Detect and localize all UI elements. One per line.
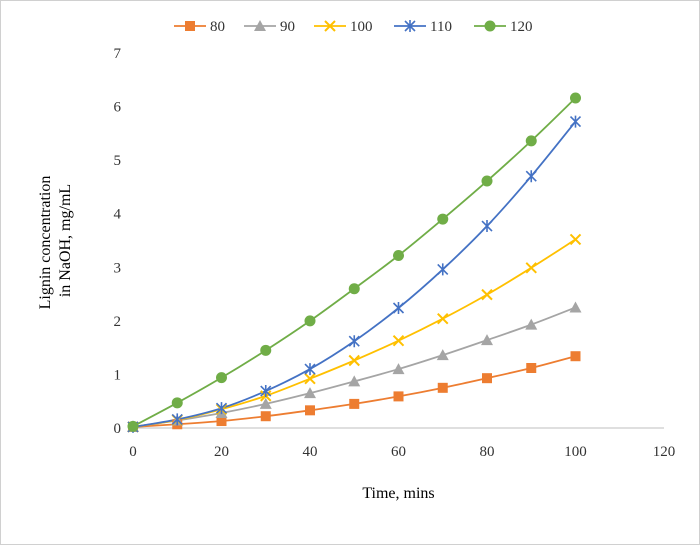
x-tick-label: 120 [653, 444, 676, 460]
data-point-110 [569, 115, 582, 128]
y-tick-label: 6 [114, 100, 122, 116]
data-point-110 [171, 413, 183, 426]
data-point-110 [481, 220, 493, 233]
data-point-90 [481, 334, 493, 346]
x-tick-label: 20 [214, 444, 229, 460]
data-point-110 [392, 302, 405, 314]
data-point-110 [260, 385, 272, 398]
data-point-110 [215, 402, 228, 415]
y-axis-title-line-1: Lignin concentration [37, 176, 54, 310]
data-point-120 [393, 250, 404, 261]
legend-label-80: 80 [210, 19, 225, 35]
data-point-100 [304, 373, 316, 385]
data-point-100 [437, 313, 449, 325]
data-point-90 [569, 301, 582, 313]
data-point-90 [348, 375, 361, 387]
y-tick-label: 4 [114, 207, 122, 223]
data-point-90 [392, 363, 405, 375]
legend-marker-120 [484, 20, 496, 32]
data-point-120 [127, 420, 139, 432]
data-point-80 [349, 398, 360, 409]
data-point-120 [171, 397, 183, 409]
y-tick-label: 5 [114, 153, 122, 169]
y-tick-label: 7 [114, 46, 122, 62]
legend-label-110: 110 [430, 19, 452, 35]
data-point-100 [481, 288, 493, 301]
data-point-80 [570, 351, 581, 362]
series-line-90 [132, 306, 576, 428]
x-tick-label: 40 [303, 444, 318, 460]
data-point-80 [216, 416, 227, 427]
data-point-100 [348, 354, 360, 367]
data-point-90 [304, 387, 316, 399]
data-point-80 [260, 411, 271, 422]
legend-marker-90 [254, 20, 266, 31]
data-point-80 [482, 373, 492, 384]
legend-marker-110 [404, 20, 416, 32]
legend: 80 90 100 110 120 [174, 19, 533, 35]
data-point-120 [348, 283, 360, 295]
x-tick-label: 100 [564, 444, 587, 460]
data-point-110 [304, 363, 316, 376]
data-point-120 [570, 92, 581, 104]
data-point-110 [437, 263, 449, 276]
data-point-100 [525, 262, 537, 274]
x-tick-label: 80 [480, 444, 495, 460]
y-tick-label: 1 [114, 367, 122, 383]
x-axis-title: Time, mins [362, 485, 434, 502]
data-point-80 [526, 363, 537, 373]
legend-label-90: 90 [280, 19, 295, 35]
data-point-120 [525, 135, 537, 147]
y-tick-label: 2 [114, 314, 122, 330]
data-point-90 [259, 397, 272, 409]
legend-marker-80 [185, 21, 195, 31]
series-markers [127, 92, 582, 433]
data-point-100 [569, 233, 582, 246]
data-point-120 [260, 344, 272, 356]
data-point-120 [437, 213, 449, 225]
legend-marker-100 [324, 20, 336, 32]
y-axis-title: Lignin concentration in NaOH, mg/mL [37, 172, 74, 310]
data-point-120 [304, 315, 316, 327]
y-tick-label: 0 [114, 421, 122, 437]
legend-label-100: 100 [350, 19, 373, 35]
data-point-90 [525, 318, 538, 330]
legend-label-120: 120 [510, 19, 533, 35]
data-point-110 [348, 335, 360, 348]
data-point-80 [305, 405, 315, 416]
y-axis-ticks: 0 1 2 3 4 5 6 7 [114, 46, 122, 437]
y-tick-label: 3 [114, 260, 122, 276]
data-point-90 [436, 349, 449, 361]
data-point-80 [437, 382, 448, 393]
data-point-120 [216, 372, 227, 384]
data-point-110 [525, 170, 537, 183]
data-point-80 [393, 391, 404, 402]
y-axis-title-line-2: in NaOH, mg/mL [57, 184, 74, 297]
x-tick-label: 60 [391, 444, 406, 460]
data-point-100 [392, 334, 405, 347]
data-point-120 [481, 175, 493, 187]
x-tick-label: 0 [129, 444, 137, 460]
x-axis-ticks: 0 20 40 60 80 100 120 [129, 444, 675, 460]
